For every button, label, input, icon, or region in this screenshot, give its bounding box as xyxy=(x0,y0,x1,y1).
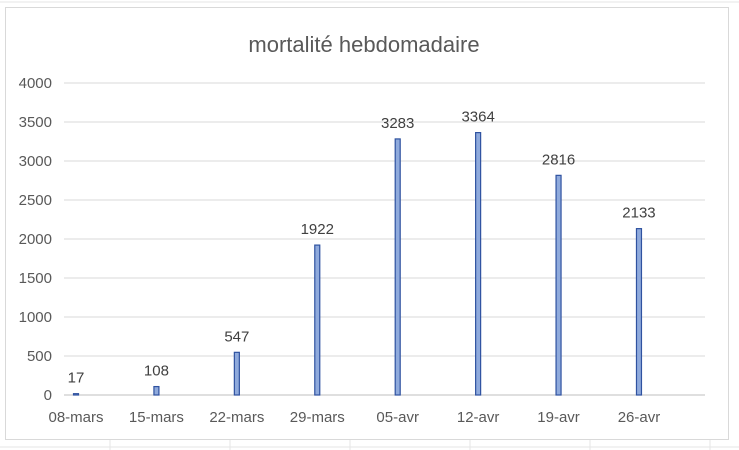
bar[interactable] xyxy=(635,228,643,396)
bar[interactable] xyxy=(394,138,401,396)
y-tick-label: 0 xyxy=(44,387,52,404)
bar[interactable] xyxy=(555,174,562,396)
y-tick-label: 1000 xyxy=(19,309,52,326)
y-tick-label: 4000 xyxy=(19,75,52,92)
data-label: 2133 xyxy=(622,205,655,222)
y-tick-label: 2500 xyxy=(19,192,52,209)
y-tick-label: 500 xyxy=(27,348,52,365)
y-tick-label: 1500 xyxy=(19,270,52,287)
data-label: 3283 xyxy=(381,115,414,132)
data-label: 3364 xyxy=(461,109,494,126)
bar[interactable] xyxy=(72,393,80,396)
x-tick-label: 26-avr xyxy=(618,409,661,426)
x-tick-label: 19-avr xyxy=(537,409,580,426)
data-label: 547 xyxy=(224,328,249,345)
gridlines xyxy=(64,82,705,396)
bar[interactable] xyxy=(314,244,321,396)
data-label: 2816 xyxy=(542,151,575,168)
chart-area[interactable] xyxy=(5,7,729,440)
x-tick-label: 22-mars xyxy=(209,409,264,426)
data-label: 17 xyxy=(68,370,85,387)
x-tick-label: 29-mars xyxy=(290,409,345,426)
bars xyxy=(72,132,643,396)
y-axis: 0 500 1000 1500 2000 2500 3000 3500 4000 xyxy=(19,75,52,404)
bar[interactable] xyxy=(233,351,240,396)
chart-title: mortalité hebdomadaire xyxy=(248,32,479,57)
x-tick-label: 15-mars xyxy=(129,409,184,426)
x-tick-label: 08-mars xyxy=(48,409,103,426)
y-tick-label: 3500 xyxy=(19,114,52,131)
y-tick-label: 3000 xyxy=(19,153,52,170)
data-label: 1922 xyxy=(301,221,334,238)
data-labels: 17 108 547 1922 3283 3364 2816 2133 xyxy=(68,109,656,387)
bar[interactable] xyxy=(475,132,482,396)
x-tick-label: 12-avr xyxy=(457,409,500,426)
x-axis: 08-mars 15-mars 22-mars 29-mars 05-avr 12-avr… xyxy=(48,409,660,426)
bar[interactable] xyxy=(153,385,160,396)
x-tick-label: 05-avr xyxy=(376,409,419,426)
y-tick-label: 2000 xyxy=(19,231,52,248)
data-label: 108 xyxy=(144,363,169,380)
